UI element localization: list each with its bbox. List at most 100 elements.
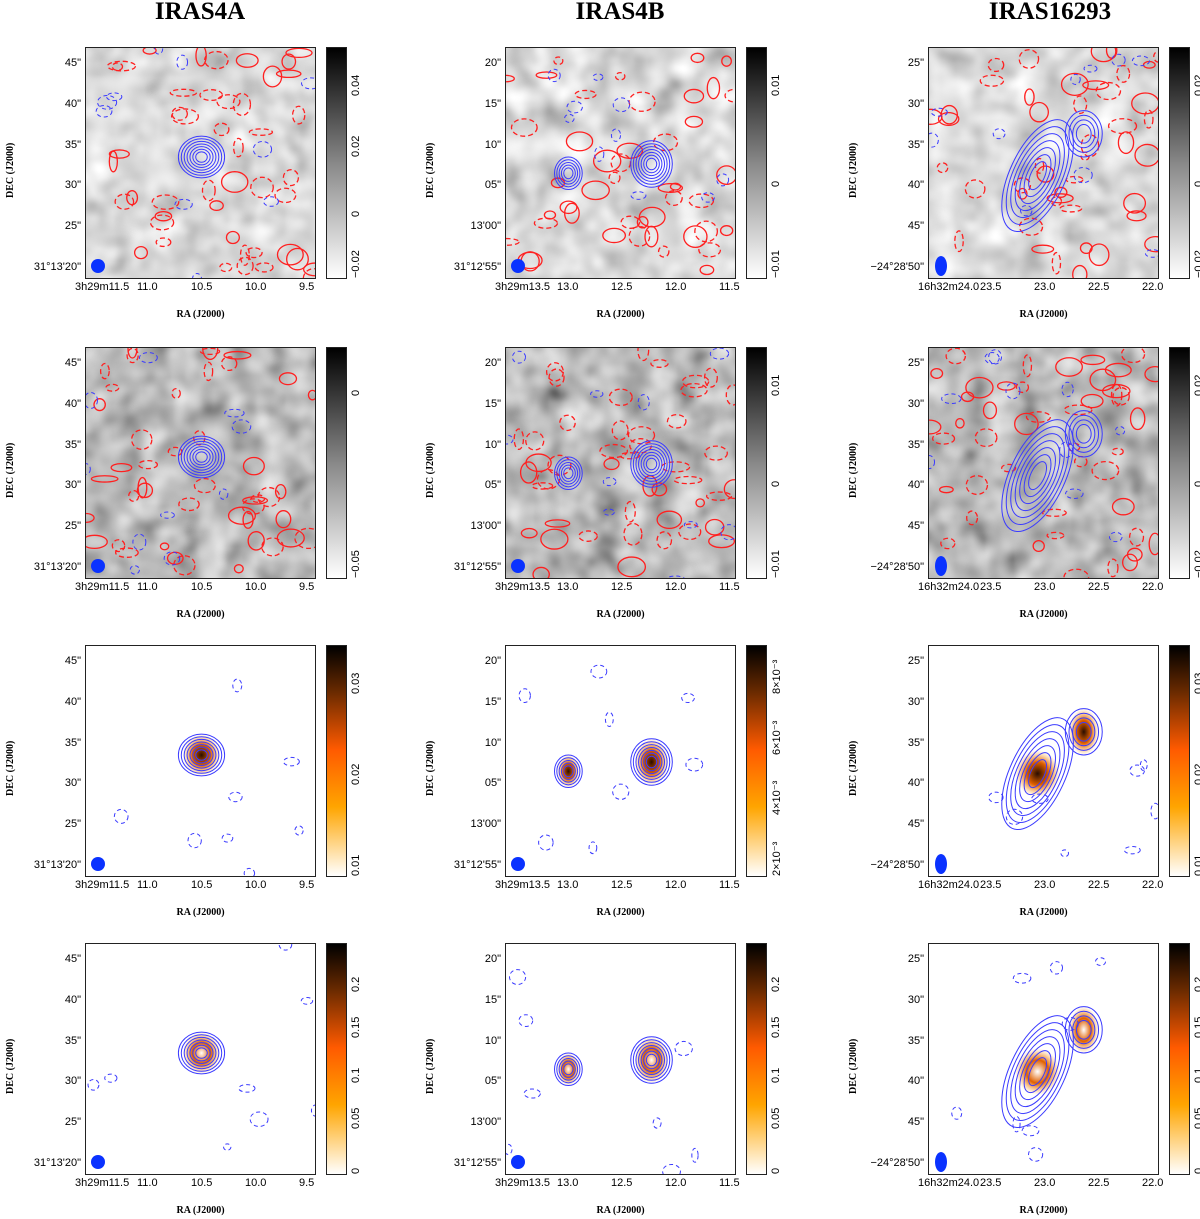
positive-contour xyxy=(965,376,994,399)
dec-tick-label: 10" xyxy=(484,1034,501,1047)
positive-contour xyxy=(1029,101,1049,123)
source-contour xyxy=(630,140,673,188)
ra-tick-label: 10.0 xyxy=(245,281,267,293)
negative-contour xyxy=(1073,166,1093,184)
ra-tick-label: 10.5 xyxy=(191,581,213,593)
dec-tick-label: 13'00" xyxy=(470,520,501,533)
source-contour xyxy=(1019,1043,1056,1101)
colorbar-tick-label: 0.01 xyxy=(770,74,782,96)
map-panel xyxy=(928,47,1159,279)
source-contour xyxy=(1014,738,1061,810)
source-contour xyxy=(186,143,217,171)
negative-contour xyxy=(239,244,250,266)
map-panel xyxy=(505,347,736,579)
positive-contour xyxy=(127,348,138,359)
negative-contour xyxy=(657,245,670,258)
negative-contour xyxy=(199,348,221,356)
negative-contour xyxy=(1150,802,1158,820)
source-contour xyxy=(563,1063,574,1076)
negative-contour xyxy=(104,1073,118,1083)
source-contour xyxy=(638,747,666,777)
negative-contour xyxy=(599,443,629,459)
negative-contour xyxy=(1110,383,1123,407)
positive-contour xyxy=(656,510,683,530)
y-axis-label: DEC (J2000) xyxy=(425,740,436,796)
positive-contour xyxy=(276,243,304,266)
source-contour xyxy=(1075,1020,1092,1040)
negative-contour xyxy=(637,348,650,362)
x-axis-label: RA (J2000) xyxy=(596,1205,645,1216)
dec-tick-label: 15" xyxy=(484,993,501,1006)
ra-tick-label: 3h29m13.5 xyxy=(495,879,551,891)
x-axis-label: RA (J2000) xyxy=(1019,907,1068,918)
negative-contour xyxy=(86,463,91,475)
source-contour xyxy=(560,464,576,482)
negative-contour xyxy=(171,106,188,121)
source-contour xyxy=(558,1057,579,1081)
ra-tick-label: 23.5 xyxy=(980,281,1002,293)
negative-contour xyxy=(129,565,140,575)
dec-tick-label: −24°28'50" xyxy=(870,261,924,273)
positive-contour xyxy=(1014,412,1039,436)
ra-tick-label: 11.0 xyxy=(137,281,158,293)
negative-contour xyxy=(1049,961,1064,975)
beam-ellipse xyxy=(511,1155,525,1169)
positive-contour xyxy=(564,202,580,224)
ra-tick-label: 3h29m13.5 xyxy=(495,281,551,293)
negative-contour xyxy=(506,237,520,246)
negative-contour xyxy=(300,996,314,1005)
dec-tick-label: 10" xyxy=(484,736,501,749)
colorbar-tick-label: 0.03 xyxy=(350,672,362,694)
negative-contour xyxy=(681,692,695,704)
negative-contour xyxy=(656,531,673,550)
ra-tick-label: 22.5 xyxy=(1088,581,1110,593)
map-image xyxy=(929,48,1158,278)
positive-contour xyxy=(276,528,305,548)
positive-contour xyxy=(247,531,265,551)
source-contour xyxy=(195,451,208,463)
colorbar-tick-label: 0 xyxy=(350,389,362,396)
positive-contour xyxy=(690,52,705,64)
colorbar xyxy=(746,347,767,579)
positive-contour xyxy=(602,227,627,244)
dec-tick-label: 25" xyxy=(907,655,924,667)
positive-contour xyxy=(716,165,735,185)
positive-contour xyxy=(683,88,705,104)
x-axis-label: RA (J2000) xyxy=(176,609,225,620)
negative-contour xyxy=(511,350,527,364)
dec-tick-label: 40" xyxy=(907,479,924,492)
negative-contour xyxy=(709,348,730,360)
positive-contour xyxy=(286,247,309,271)
positive-contour xyxy=(532,566,550,578)
emission-blob xyxy=(557,755,580,788)
source-contour xyxy=(558,759,579,783)
negative-contour xyxy=(588,841,598,855)
negative-contour xyxy=(590,390,604,398)
source-contour xyxy=(635,146,668,182)
source-contour xyxy=(177,135,226,179)
source-contour xyxy=(1028,759,1048,789)
colorbar-tick-label: 6×10⁻³ xyxy=(771,720,783,755)
beam-ellipse xyxy=(91,259,105,273)
negative-contour xyxy=(106,92,123,102)
colorbar-tick-label: 0 xyxy=(1193,181,1200,187)
dec-tick-label: 31°13'20" xyxy=(33,261,81,273)
source-contour xyxy=(1064,1006,1103,1054)
colorbar-tick-label: 0.2 xyxy=(770,976,782,992)
source-contour xyxy=(1064,410,1103,458)
positive-contour xyxy=(525,453,552,473)
source-contour xyxy=(1072,717,1096,747)
positive-contour xyxy=(275,69,302,79)
colorbar-tick-label: 0.04 xyxy=(350,74,362,96)
source-contour xyxy=(192,448,211,466)
dec-tick-label: 15" xyxy=(484,397,501,410)
negative-contour xyxy=(716,173,730,187)
ra-tick-label: 10.0 xyxy=(245,879,267,891)
positive-contour xyxy=(278,372,298,386)
positive-contour xyxy=(565,131,594,152)
source-contour xyxy=(1019,147,1056,205)
colorbar-tick-label: −0.01 xyxy=(770,250,782,278)
positive-contour xyxy=(142,48,157,55)
positive-contour xyxy=(636,215,649,229)
source-contour xyxy=(556,459,581,488)
